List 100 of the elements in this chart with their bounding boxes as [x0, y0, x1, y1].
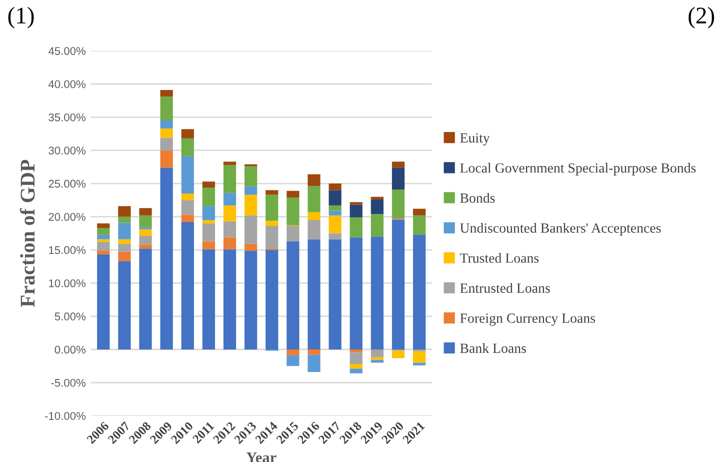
- bar: [202, 206, 216, 220]
- bar: [392, 350, 405, 358]
- bar: [370, 214, 384, 237]
- bar: [350, 204, 362, 218]
- bar: [181, 222, 194, 350]
- bar: [244, 244, 258, 251]
- legend-label: Trusted Loans: [460, 253, 539, 263]
- bar: [413, 234, 426, 350]
- bar: [139, 244, 152, 249]
- text: (2): [688, 6, 714, 28]
- bar: [308, 186, 320, 212]
- bar: [139, 248, 152, 350]
- legend-label: Undiscounted Bankers' Acceptences: [460, 222, 661, 236]
- legend-label: Bank Loans: [460, 343, 526, 353]
- bar: [223, 162, 236, 165]
- bar: [223, 221, 236, 238]
- bar: [181, 193, 194, 200]
- bar: [286, 190, 300, 198]
- bar: [160, 90, 173, 97]
- bar: [286, 349, 300, 356]
- bar: [350, 237, 362, 350]
- y-tick-label: 45.00%: [48, 47, 86, 55]
- y-tick-label: 40.00%: [48, 80, 86, 88]
- bar: [413, 351, 426, 363]
- bar: [139, 215, 152, 228]
- bar: [244, 250, 258, 350]
- bar: [308, 212, 320, 220]
- bar: [328, 205, 342, 211]
- bar: [308, 349, 320, 355]
- bar: [223, 237, 236, 250]
- bar: [370, 349, 384, 358]
- bar: [266, 220, 278, 226]
- x-tick-label: 2011: [192, 421, 214, 444]
- legend-label: Foreign Currency Loans: [460, 314, 596, 326]
- bar: [97, 254, 110, 350]
- bar: [139, 208, 152, 216]
- y-tick-label: 5.00%: [54, 312, 86, 320]
- bar: [118, 222, 131, 240]
- bar: [139, 236, 152, 245]
- bar: [202, 249, 216, 350]
- bar: [223, 192, 236, 206]
- bar: [328, 184, 342, 190]
- bar: [413, 215, 426, 235]
- bar: [244, 186, 258, 195]
- bar: [97, 239, 110, 242]
- bar: [370, 196, 384, 200]
- y-tick-label: 0.00%: [54, 346, 86, 354]
- bar: [370, 357, 384, 360]
- bar: [160, 150, 173, 168]
- bar: [160, 96, 173, 120]
- bar: [202, 220, 216, 224]
- bar: [328, 233, 342, 240]
- legend-label: Bonds: [460, 192, 495, 203]
- bar: [97, 242, 110, 251]
- bar: [181, 214, 194, 222]
- bar: [118, 216, 131, 223]
- bar: [392, 168, 405, 190]
- bar: [308, 239, 320, 350]
- bar: [392, 220, 405, 350]
- y-tick-label: 10.00%: [49, 279, 86, 288]
- bar: [97, 250, 110, 255]
- bar: [308, 220, 320, 240]
- y-tick-label: -5.00%: [51, 378, 86, 387]
- bar: [370, 360, 384, 363]
- bar: [223, 205, 236, 222]
- bar: [118, 206, 131, 217]
- bar: [223, 164, 236, 193]
- y-tick-label: 25.00%: [48, 180, 86, 188]
- y-tick-label: 35.00%: [48, 113, 86, 122]
- legend-label: Euity: [460, 133, 490, 146]
- bar: [97, 223, 110, 228]
- bar: [139, 229, 152, 236]
- bar: [350, 217, 362, 238]
- bar: [244, 194, 258, 216]
- bar: [350, 202, 362, 205]
- bar: [181, 156, 194, 194]
- bar: [160, 120, 173, 128]
- bar: [370, 236, 384, 350]
- bar: [266, 226, 278, 249]
- legend-label: Entrusted Loans: [460, 283, 550, 293]
- bar: [328, 210, 342, 216]
- bar: [328, 215, 342, 234]
- bar: [350, 364, 362, 369]
- bar: [181, 200, 194, 215]
- bar: [308, 174, 320, 186]
- bar: [413, 362, 426, 366]
- bar: [328, 190, 342, 206]
- bar: [413, 208, 426, 216]
- bar: [181, 138, 194, 156]
- bar: [118, 252, 131, 262]
- bar: [202, 188, 216, 206]
- bar: [286, 226, 300, 242]
- y-axis-title: Fraction of GDP: [20, 160, 35, 308]
- bar: [350, 368, 362, 374]
- bar: [118, 239, 131, 244]
- bar: [350, 352, 362, 364]
- bar: [202, 241, 216, 250]
- bar: [308, 354, 320, 372]
- bar: [286, 355, 300, 366]
- bar: [244, 166, 258, 186]
